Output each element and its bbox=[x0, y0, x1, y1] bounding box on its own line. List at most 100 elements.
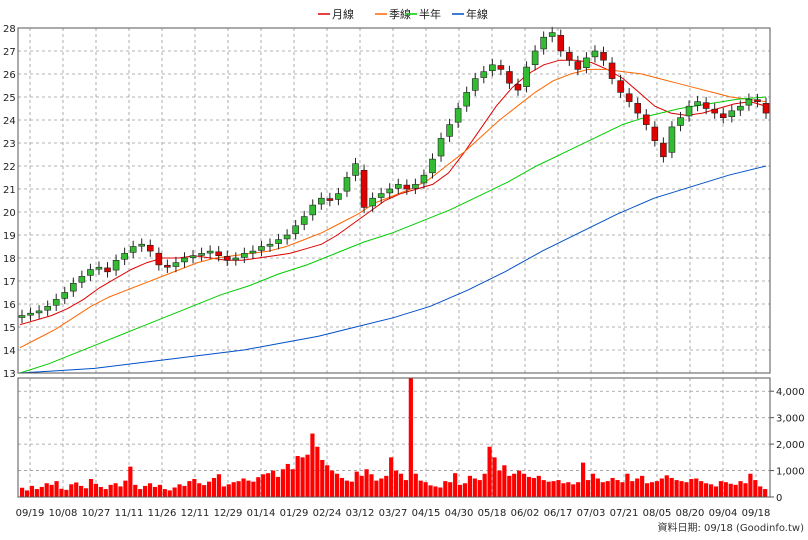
candle-body bbox=[283, 234, 291, 240]
volume-axis-ticks: 0 1,000 2,000 3,000 4,000 bbox=[770, 387, 805, 504]
price-tick-label: 15 bbox=[3, 323, 16, 334]
candle-body bbox=[70, 282, 77, 292]
volume-bar bbox=[512, 473, 517, 497]
date-tick-label: 04/15 bbox=[412, 508, 441, 519]
volume-bar bbox=[202, 485, 207, 497]
candle-body bbox=[112, 259, 120, 271]
volume-bar bbox=[428, 485, 433, 497]
volume-bar bbox=[256, 477, 261, 497]
volume-bar bbox=[389, 457, 394, 497]
volume-bar bbox=[157, 484, 162, 497]
candle-body bbox=[27, 312, 34, 316]
candle-body bbox=[87, 269, 94, 276]
candle-body bbox=[386, 188, 394, 194]
volume-bar bbox=[581, 462, 586, 497]
volume-bar bbox=[261, 474, 266, 497]
volume-bar bbox=[684, 482, 689, 497]
volume-bar bbox=[197, 483, 202, 497]
volume-bar bbox=[615, 480, 620, 497]
candle-body bbox=[454, 108, 462, 123]
date-tick-label: 07/03 bbox=[577, 508, 606, 519]
volume-bar bbox=[536, 475, 541, 497]
volume-bar bbox=[54, 481, 59, 497]
candle-body bbox=[754, 99, 761, 102]
price-tick-label: 25 bbox=[3, 93, 16, 104]
volume-bar bbox=[748, 473, 753, 497]
candle-body bbox=[318, 197, 325, 205]
candle-body bbox=[275, 239, 282, 244]
volume-bar bbox=[413, 473, 418, 497]
volume-bar bbox=[595, 478, 600, 497]
candle-body bbox=[583, 57, 590, 68]
candle-body bbox=[172, 262, 180, 267]
volume-bar bbox=[394, 470, 399, 497]
price-tick-label: 27 bbox=[3, 47, 16, 58]
volume-bar bbox=[24, 490, 30, 497]
volume-bar bbox=[221, 486, 226, 497]
volume-bar bbox=[546, 481, 551, 497]
volume-bar bbox=[521, 473, 527, 497]
volume-bar bbox=[644, 483, 650, 497]
volume-bar bbox=[79, 485, 84, 497]
candle-body bbox=[660, 142, 667, 158]
candle-body bbox=[514, 83, 522, 91]
volume-bar bbox=[285, 463, 290, 497]
volume-bar bbox=[320, 459, 325, 497]
candle-body bbox=[420, 174, 428, 184]
candle-body bbox=[540, 36, 547, 50]
candle-body bbox=[429, 158, 436, 174]
candle-body bbox=[711, 108, 718, 114]
volume-bar bbox=[462, 483, 468, 497]
volume-bar bbox=[403, 480, 409, 497]
volume-bar bbox=[236, 481, 241, 497]
volume-bar bbox=[585, 480, 591, 497]
date-tick-label: 09/04 bbox=[709, 508, 738, 519]
price-tick-label: 16 bbox=[3, 300, 16, 311]
volume-bar bbox=[138, 489, 143, 497]
volume-bar bbox=[423, 482, 428, 497]
volume-bar bbox=[310, 433, 315, 497]
volume-bar bbox=[49, 484, 54, 497]
volume-bar bbox=[566, 482, 571, 497]
candle-body bbox=[548, 32, 556, 37]
volume-bar bbox=[69, 484, 74, 497]
volume-bar bbox=[576, 482, 581, 497]
candle-body bbox=[625, 93, 633, 102]
candle-body bbox=[677, 117, 684, 126]
candle-body bbox=[642, 114, 650, 125]
candlesticks bbox=[18, 26, 770, 324]
candle-body bbox=[480, 71, 488, 78]
volume-bar bbox=[600, 482, 605, 497]
volume-bar bbox=[384, 475, 389, 497]
volume-bar bbox=[295, 456, 300, 497]
candle-body bbox=[258, 246, 265, 251]
date-axis-ticks: 09/19 10/08 10/27 11/11 11/26 12/11 12/29 01/14… bbox=[16, 508, 771, 519]
candle-body bbox=[326, 198, 334, 201]
volume-bar bbox=[487, 446, 492, 497]
volume-bar bbox=[182, 485, 187, 497]
volume-bar bbox=[118, 486, 123, 497]
volume-bar bbox=[630, 481, 635, 497]
date-tick-label: 09/18 bbox=[742, 508, 771, 519]
candle-body bbox=[129, 246, 137, 253]
volume-bar bbox=[167, 490, 172, 497]
candle-body bbox=[574, 61, 582, 70]
volume-bar bbox=[654, 481, 659, 497]
price-tick-label: 26 bbox=[3, 70, 16, 81]
candle-body bbox=[463, 92, 470, 107]
volume-bar bbox=[531, 477, 536, 497]
volume-bar bbox=[738, 481, 743, 497]
candle-body bbox=[506, 71, 513, 84]
volume-bar bbox=[74, 482, 79, 497]
candle-body bbox=[52, 299, 60, 306]
volume-bar bbox=[216, 474, 222, 497]
volume-bar bbox=[98, 486, 103, 497]
candle-body bbox=[292, 225, 299, 234]
volume-bar bbox=[280, 469, 285, 497]
candle-body bbox=[702, 102, 710, 109]
price-tick-label: 17 bbox=[3, 277, 16, 288]
candle-body bbox=[95, 266, 103, 270]
legend-label-quarterly: 季線 bbox=[389, 7, 411, 21]
volume-bar bbox=[128, 466, 133, 497]
volume-bar bbox=[325, 465, 330, 497]
